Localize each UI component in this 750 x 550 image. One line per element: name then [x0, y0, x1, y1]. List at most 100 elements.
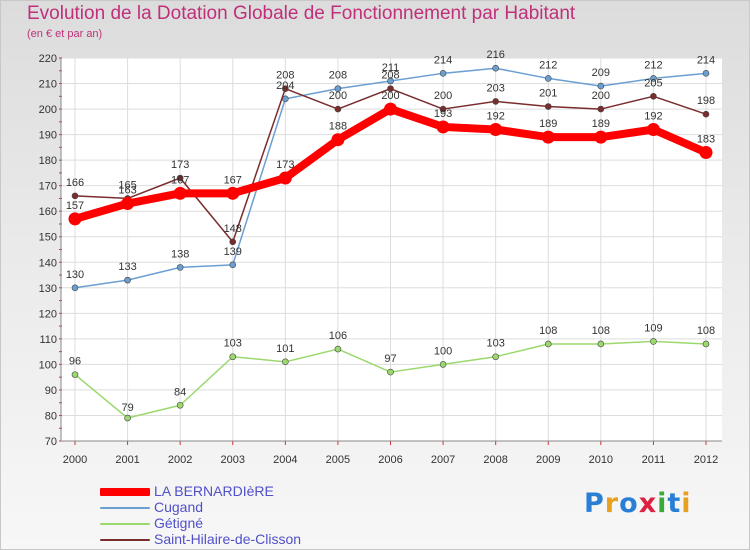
data-point — [544, 103, 552, 110]
data-label: 97 — [384, 353, 396, 365]
data-label: 203 — [486, 82, 504, 94]
data-point — [439, 361, 447, 368]
data-point — [384, 102, 397, 116]
data-label: 211 — [382, 62, 400, 74]
data-point — [594, 130, 608, 144]
data-label: 101 — [276, 343, 294, 355]
data-label: 138 — [171, 248, 189, 260]
logo-letter: P — [584, 488, 605, 519]
data-label: 208 — [381, 70, 399, 82]
x-tick-label: 2001 — [115, 454, 139, 466]
data-label: 209 — [592, 67, 610, 79]
y-tick-label: 220 — [39, 53, 57, 65]
data-point — [387, 77, 394, 85]
y-tick-label: 210 — [39, 79, 57, 91]
data-label: 173 — [276, 159, 294, 171]
data-point — [334, 345, 342, 353]
data-label: 214 — [697, 54, 715, 66]
data-label: 200 — [381, 90, 399, 102]
data-label: 100 — [434, 345, 452, 357]
data-point — [331, 133, 345, 147]
x-tick-label: 2008 — [483, 454, 507, 466]
data-point — [436, 120, 450, 134]
y-tick-label: 180 — [39, 155, 57, 167]
data-label: 200 — [329, 90, 347, 102]
data-point — [544, 340, 552, 348]
data-label: 96 — [69, 356, 81, 368]
data-point — [282, 85, 289, 92]
chart-subtitle: (en € et par an) — [27, 28, 103, 40]
y-tick-label: 80 — [45, 410, 57, 422]
data-label: 201 — [539, 88, 557, 100]
legend-label-getigne: Gétigné — [154, 515, 204, 531]
y-tick-label: 150 — [39, 232, 57, 244]
data-point — [121, 197, 135, 211]
data-point — [492, 64, 499, 72]
x-tick-label: 2003 — [221, 454, 245, 466]
legend-label-cugand: Cugand — [154, 499, 204, 515]
data-point — [597, 105, 605, 113]
data-point — [650, 338, 657, 345]
legend-item-la-bernardiere[interactable]: LA BERNARDIèRE — [100, 483, 420, 500]
logo-letter: o — [619, 488, 639, 519]
data-point — [650, 75, 657, 82]
legend-swatch-getigne — [100, 523, 150, 525]
legend-item-saint-hilaire-de-clisson[interactable]: Saint-Hilaire-de-Clisson — [100, 531, 420, 548]
x-tick-label: 2006 — [378, 454, 402, 466]
legend-swatch-cugand — [100, 507, 150, 509]
data-label: 205 — [644, 77, 662, 89]
data-point — [229, 353, 237, 361]
data-label: 165 — [118, 179, 136, 191]
data-point — [702, 340, 710, 348]
data-point — [229, 238, 237, 246]
data-point — [439, 105, 447, 113]
data-point — [650, 93, 657, 100]
data-label: 84 — [174, 386, 186, 398]
data-label: 167 — [224, 174, 242, 186]
data-point — [439, 70, 447, 77]
x-tick-label: 2005 — [326, 454, 350, 466]
y-tick-label: 130 — [39, 283, 57, 295]
data-point — [597, 340, 605, 348]
data-label: 208 — [276, 70, 294, 82]
x-tick-label: 2004 — [273, 454, 297, 466]
x-tick-label: 2012 — [694, 454, 718, 466]
logo-letter: i — [681, 488, 692, 519]
data-point — [71, 371, 79, 378]
data-label: 212 — [644, 59, 662, 71]
legend: LA BERNARDIèRE Cugand Gétigné Saint-Hila… — [100, 483, 420, 548]
legend-label-saint-hilaire-de-clisson: Saint-Hilaire-de-Clisson — [154, 531, 302, 547]
data-point — [597, 82, 605, 90]
data-label: 106 — [329, 330, 347, 342]
data-point — [226, 186, 240, 200]
data-label: 200 — [592, 90, 610, 102]
data-label: 167 — [171, 174, 189, 186]
data-label: 139 — [224, 246, 242, 258]
data-label: 189 — [592, 118, 610, 130]
y-tick-label: 90 — [45, 385, 57, 397]
data-point — [387, 85, 394, 92]
data-label: 133 — [118, 261, 136, 273]
data-point — [702, 70, 710, 77]
y-tick-label: 110 — [39, 334, 57, 346]
y-tick-label: 70 — [45, 436, 57, 448]
data-label: 204 — [276, 80, 294, 92]
data-point — [71, 284, 79, 292]
x-tick-label: 2009 — [536, 454, 560, 466]
data-label: 166 — [66, 177, 84, 189]
data-label: 183 — [697, 133, 715, 145]
legend-item-cugand[interactable]: Cugand — [100, 499, 420, 516]
data-point — [699, 145, 713, 159]
data-point — [176, 264, 184, 271]
data-label: 173 — [171, 159, 189, 171]
data-label: 148 — [224, 223, 242, 235]
data-label: 108 — [539, 325, 557, 337]
legend-item-getigne[interactable]: Gétigné — [100, 515, 420, 532]
data-label: 103 — [224, 338, 242, 350]
data-label: 200 — [434, 90, 452, 102]
proxiti-logo: Proxiti — [584, 488, 692, 519]
data-point — [176, 401, 184, 409]
data-point — [278, 171, 292, 185]
logo-letter: t — [667, 488, 682, 519]
